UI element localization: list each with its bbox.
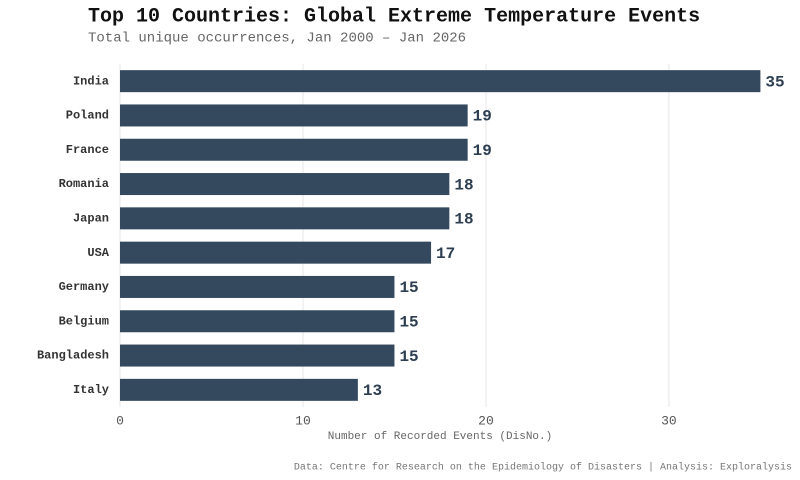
x-tick-label: 20: [478, 413, 494, 428]
value-label: 15: [399, 313, 418, 331]
y-tick-label: India: [73, 74, 109, 88]
value-label: 15: [399, 348, 418, 366]
bar: [120, 310, 395, 333]
y-tick-label: Italy: [73, 383, 109, 397]
value-label: 13: [363, 382, 382, 400]
value-label: 18: [454, 176, 473, 194]
x-tick-label: 30: [661, 413, 677, 428]
value-label: 17: [436, 245, 455, 263]
y-tick-label: France: [66, 143, 109, 157]
value-label: 19: [473, 108, 492, 126]
bar: [120, 70, 761, 93]
chart-title: Top 10 Countries: Global Extreme Tempera…: [88, 5, 700, 28]
value-label: 19: [473, 142, 492, 160]
value-label: 35: [765, 73, 784, 91]
bar: [120, 378, 358, 401]
value-label: 18: [454, 211, 473, 229]
bar: [120, 275, 395, 298]
y-tick-label: Japan: [73, 212, 109, 226]
y-tick-label: USA: [87, 246, 109, 260]
bar: [120, 173, 450, 196]
bar: [120, 207, 450, 230]
caption: Data: Centre for Research on the Epidemi…: [294, 462, 792, 474]
y-tick-label: Belgium: [59, 314, 109, 328]
y-tick-label: Poland: [66, 109, 109, 123]
x-tick-label: 0: [116, 413, 124, 428]
x-axis-title: Number of Recorded Events (DisNo.): [328, 431, 552, 443]
bar: [120, 241, 432, 264]
bar: [120, 344, 395, 367]
chart-subtitle: Total unique occurrences, Jan 2000 – Jan…: [88, 31, 466, 47]
bar: [120, 138, 468, 161]
y-tick-label: Romania: [59, 177, 109, 191]
value-label: 15: [399, 279, 418, 297]
y-tick-label: Bangladesh: [37, 349, 109, 363]
y-tick-label: Germany: [59, 280, 109, 294]
x-tick-label: 10: [295, 413, 311, 428]
bar: [120, 104, 468, 127]
